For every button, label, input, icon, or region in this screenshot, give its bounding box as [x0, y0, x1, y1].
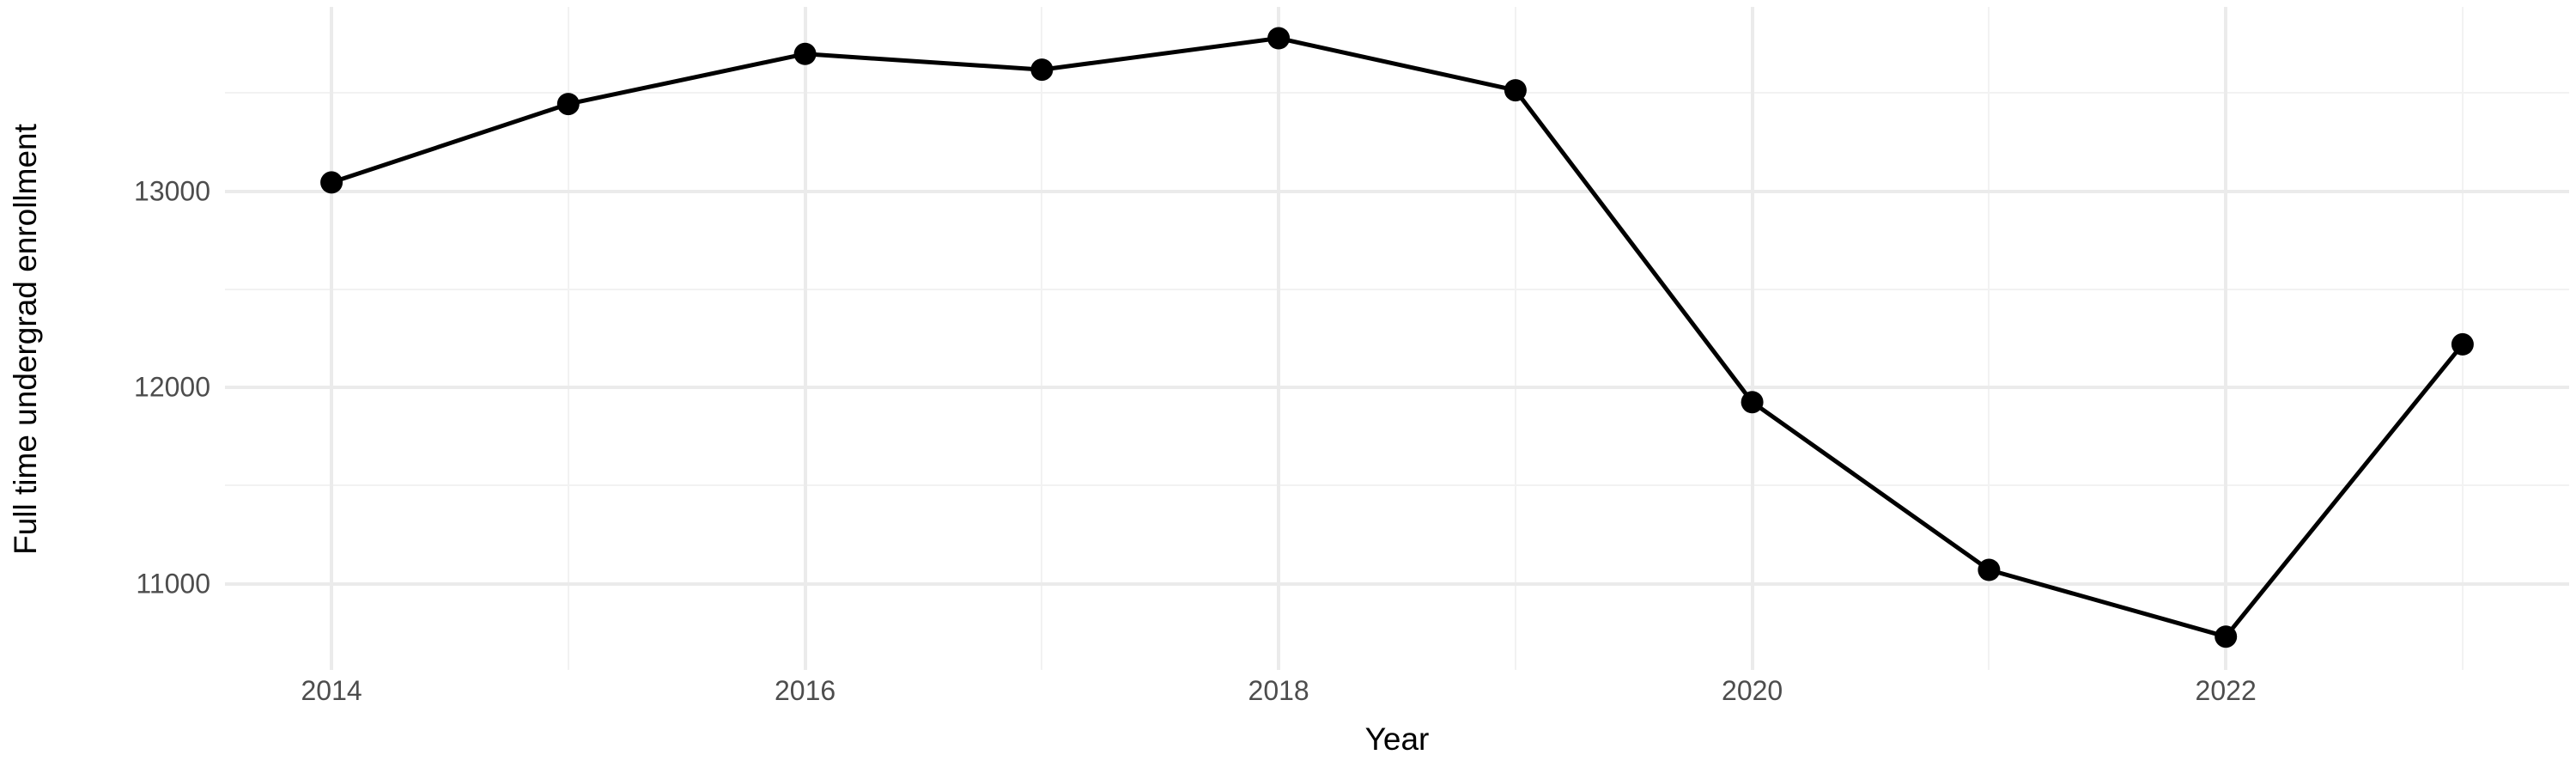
- gridline-major-horizontal: [225, 581, 2569, 586]
- gridline-minor-vertical: [567, 7, 569, 670]
- y-tick-label: 11000: [136, 568, 210, 599]
- x-axis-tick-labels: 2014 2016 2018 2020 2022: [225, 675, 2569, 716]
- gridline-major-horizontal: [225, 189, 2569, 193]
- data-point: [556, 93, 580, 116]
- gridline-minor-vertical: [1988, 7, 1990, 670]
- data-point: [2215, 625, 2238, 648]
- series-layer: [320, 27, 2474, 648]
- y-axis-tick-labels: 11000 12000 13000: [47, 0, 210, 679]
- gridline-minor-vertical: [1041, 7, 1043, 670]
- plot-panel: [225, 7, 2569, 670]
- gridline-major-vertical: [330, 7, 334, 670]
- x-tick-label: 2022: [2195, 675, 2257, 706]
- data-point: [1504, 79, 1527, 102]
- gridline-major-vertical: [2224, 7, 2228, 670]
- x-tick-label: 2020: [1722, 675, 1783, 706]
- gridline-major-vertical: [803, 7, 807, 670]
- x-tick-label: 2016: [775, 675, 836, 706]
- y-tick-label: 12000: [134, 371, 210, 403]
- series-line: [329, 36, 2465, 639]
- gridline-minor-horizontal: [225, 288, 2569, 290]
- gridline-minor-vertical: [1514, 7, 1516, 670]
- data-point: [1978, 558, 2001, 581]
- data-point: [1267, 27, 1291, 50]
- y-axis-title: Full time undergrad enrollment: [0, 0, 52, 679]
- gridline-major-vertical: [1277, 7, 1281, 670]
- y-tick-label: 13000: [134, 175, 210, 207]
- series-points: [320, 27, 2474, 648]
- data-point: [793, 42, 817, 65]
- data-point: [320, 171, 343, 194]
- data-point: [2451, 332, 2474, 356]
- gridline-minor-horizontal: [225, 484, 2569, 487]
- x-tick-label: 2018: [1248, 675, 1309, 706]
- y-axis-title-text: Full time undergrad enrollment: [8, 124, 44, 555]
- gridline-major-vertical: [1750, 7, 1754, 670]
- data-point: [1741, 391, 1764, 414]
- x-tick-label: 2014: [301, 675, 362, 706]
- gridline-major-horizontal: [225, 386, 2569, 390]
- gridline-minor-horizontal: [225, 92, 2569, 94]
- data-point: [1030, 58, 1054, 82]
- x-axis-title: Year: [1364, 721, 1430, 757]
